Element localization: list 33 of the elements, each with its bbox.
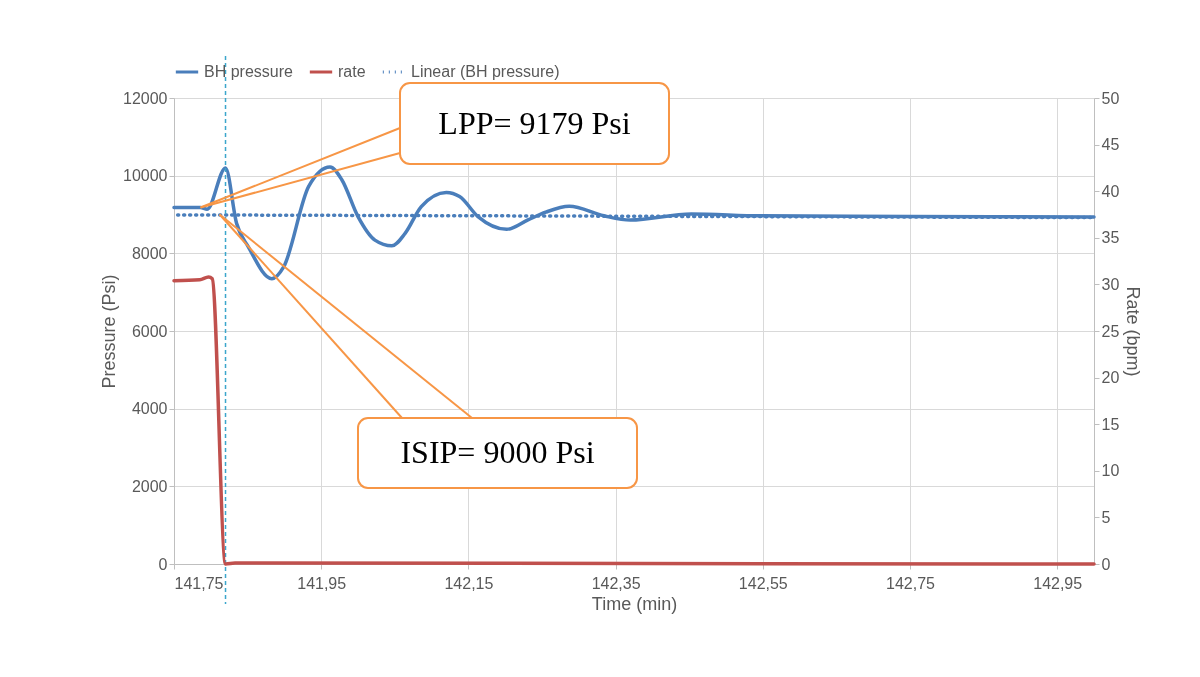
y2-tick-label: 30 — [1101, 275, 1120, 293]
x-tick-label: 142,15 — [444, 574, 494, 592]
annotation: LPP= 9179 Psi — [438, 104, 631, 141]
y2-tick-label: 50 — [1101, 89, 1120, 107]
x-axis-title: Time (min) — [591, 593, 678, 614]
x-tick-label: 142,55 — [738, 574, 788, 592]
y2-tick-label: 5 — [1101, 508, 1111, 526]
y-tick-label: 6000 — [131, 322, 168, 340]
y2-tick-label: 40 — [1101, 182, 1120, 200]
x-tick-label: 142,75 — [886, 574, 936, 592]
y2-tick-label: 10 — [1101, 462, 1120, 480]
y2-tick-label: 45 — [1101, 136, 1120, 154]
x-tick-label: 142,35 — [591, 574, 641, 592]
y-tick-label: 8000 — [131, 244, 168, 262]
y-tick-label: 0 — [158, 555, 168, 573]
annotation: ISIP= 9000 Psi — [400, 434, 595, 470]
x-tick-label: 141,75 — [174, 574, 224, 592]
legend-label: BH pressure — [204, 63, 294, 80]
y2-tick-label: 15 — [1101, 415, 1120, 433]
y2-tick-label: 35 — [1101, 229, 1120, 247]
x-tick-label: 142,95 — [1033, 574, 1083, 592]
y-tick-label: 2000 — [131, 477, 168, 495]
y2-axis-title: Rate (bpm) — [1123, 286, 1144, 377]
y-tick-label: 4000 — [131, 400, 168, 418]
legend-label: rate — [338, 63, 366, 80]
y2-tick-label: 0 — [1101, 555, 1111, 573]
y-tick-label: 10000 — [123, 167, 168, 185]
y-axis-title: Pressure (Psi) — [99, 274, 120, 389]
y2-tick-label: 25 — [1101, 322, 1120, 340]
x-tick-label: 141,95 — [297, 574, 347, 592]
y2-tick-label: 20 — [1101, 369, 1120, 387]
legend-label: Linear (BH pressure) — [411, 63, 560, 80]
y-tick-label: 12000 — [123, 89, 168, 107]
